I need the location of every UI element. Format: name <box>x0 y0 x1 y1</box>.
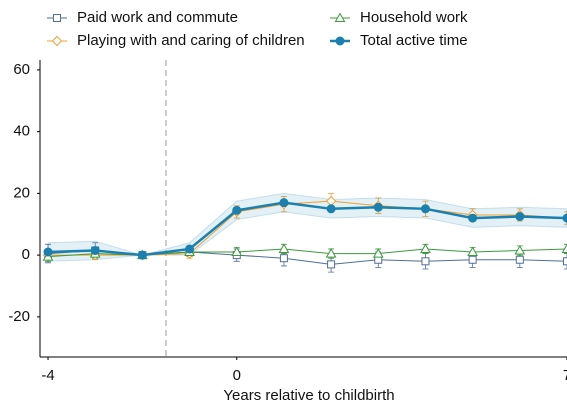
point <box>185 244 195 254</box>
point <box>372 248 384 258</box>
point <box>562 213 567 223</box>
point <box>90 245 100 255</box>
point <box>467 246 478 257</box>
y-tick-label: 60 <box>13 61 30 78</box>
y-tick-label: 20 <box>13 184 30 201</box>
point <box>421 257 430 266</box>
legend-label: Paid work and commute <box>77 9 238 26</box>
point <box>468 213 478 223</box>
legend-label: Household work <box>360 9 468 26</box>
point <box>137 250 147 260</box>
point <box>515 255 524 264</box>
point <box>468 255 477 264</box>
point <box>279 198 289 208</box>
y-tick-label: -20 <box>8 308 30 325</box>
point <box>563 257 567 266</box>
series-line <box>47 201 567 257</box>
point <box>232 205 242 215</box>
error-bar <box>564 211 567 225</box>
point <box>420 204 430 214</box>
legend-marker <box>334 12 346 22</box>
point <box>514 244 526 255</box>
x-axis-label: Years relative to childbirth <box>223 387 394 402</box>
point <box>279 254 288 263</box>
legend-label: Total active time <box>360 32 468 49</box>
legend-marker <box>335 36 345 46</box>
x-tick-label: 7 <box>563 367 567 384</box>
point <box>561 243 567 253</box>
point <box>420 243 431 253</box>
legend-marker <box>51 35 63 47</box>
point <box>43 247 53 257</box>
point <box>231 246 243 257</box>
error-bar <box>564 243 567 254</box>
point <box>327 260 336 269</box>
x-tick-label: 0 <box>233 367 241 384</box>
point <box>325 248 337 258</box>
x-tick-label: -4 <box>41 367 54 384</box>
point <box>373 202 383 212</box>
point <box>326 204 336 214</box>
point <box>515 212 525 222</box>
point <box>278 243 290 253</box>
legend-marker <box>53 14 61 22</box>
legend-label: Playing with and caring of children <box>77 32 305 49</box>
y-tick-label: 40 <box>13 123 30 140</box>
y-tick-label: 0 <box>22 246 30 263</box>
